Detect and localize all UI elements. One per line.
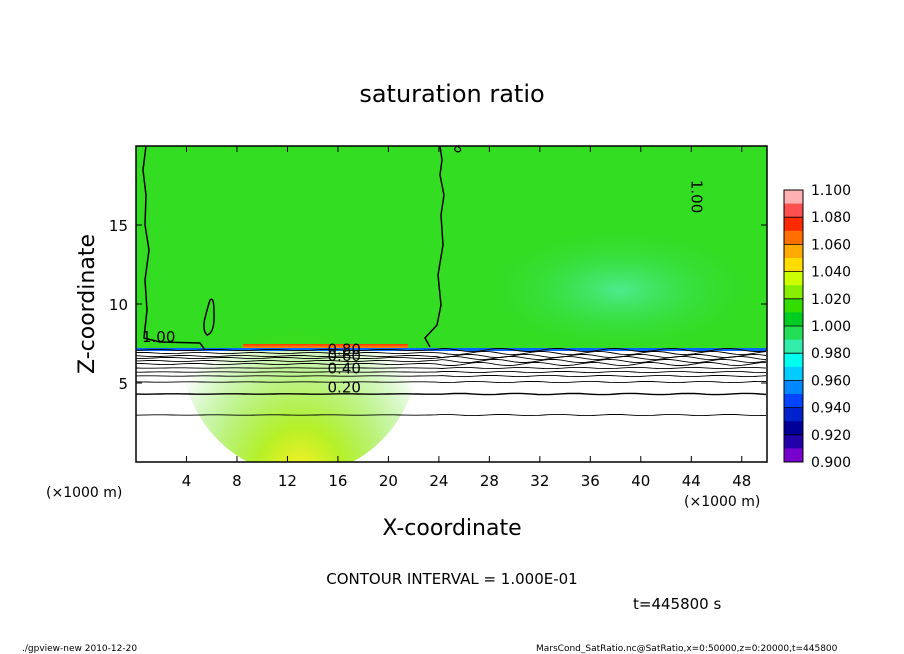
colorbar-segment xyxy=(784,285,803,300)
x-tick-label: 20 xyxy=(379,472,398,490)
contour-line xyxy=(136,380,767,384)
cyan-patch-right xyxy=(490,230,750,350)
contour-interval: CONTOUR INTERVAL = 1.000E-01 xyxy=(326,570,577,588)
colorbar-label: 1.000 xyxy=(811,319,851,335)
contour-line xyxy=(136,347,767,353)
y-tick-label: 15 xyxy=(109,217,128,235)
y-tick-label: 5 xyxy=(118,375,128,393)
contour-line xyxy=(136,370,766,374)
colorbar-segment xyxy=(784,448,803,463)
colorbar-segment xyxy=(784,230,803,245)
plot-area xyxy=(136,146,767,462)
contour-line xyxy=(136,350,767,356)
colorbar-labels: 1.100 1.080 1.060 1.040 1.020 1.000 0.980 0.960… xyxy=(784,183,851,471)
contour-lines xyxy=(136,146,767,417)
contour-line xyxy=(136,366,767,370)
x-tick-label: 48 xyxy=(732,472,751,490)
colorbar-segment xyxy=(784,217,803,232)
x-tick-label: 32 xyxy=(530,472,549,490)
x-tick-label: 28 xyxy=(480,472,499,490)
colorbar-segment xyxy=(784,339,803,354)
contour-line xyxy=(136,413,767,417)
contour-line xyxy=(136,355,767,361)
x-tick-label: 12 xyxy=(278,472,297,490)
colorbar-segment xyxy=(784,380,803,395)
colorbar-label: 0.940 xyxy=(811,401,851,417)
colorbar xyxy=(784,190,803,463)
contour-label: 1.00 xyxy=(687,180,705,213)
contour-label: 0.20 xyxy=(328,378,361,396)
colorbar-segment xyxy=(784,244,803,259)
x-axis-label: X-coordinate xyxy=(382,516,521,541)
x-tick-label: 8 xyxy=(232,472,242,490)
colorbar-segment xyxy=(784,203,803,218)
footer-right: MarsCond_SatRatio.nc@SatRatio,x=0:50000,… xyxy=(536,644,838,654)
colorbar-label: 1.040 xyxy=(811,265,851,281)
colorbar-label: 1.020 xyxy=(811,292,851,308)
footer-left: ./gpview-new 2010-12-20 xyxy=(22,644,137,654)
colorbar-segment xyxy=(784,258,803,273)
contour-label: 0.80 xyxy=(328,341,361,359)
colorbar-label: 1.100 xyxy=(811,183,851,199)
contour-label: 0.40 xyxy=(328,360,361,378)
contour-label: 0.60 xyxy=(328,347,361,365)
colorbar-segment xyxy=(784,353,803,368)
warm-glow xyxy=(180,215,420,462)
x-tick-label: 16 xyxy=(328,472,347,490)
contour-line xyxy=(136,361,767,367)
colorbar-segment xyxy=(784,434,803,449)
colorbar-label: 0.980 xyxy=(811,346,851,362)
contour-line xyxy=(136,392,767,396)
surface-red-band xyxy=(243,344,408,349)
colorbar-segment xyxy=(784,326,803,341)
x-tick-label: 44 xyxy=(682,472,701,490)
colorbar-segment xyxy=(784,298,803,313)
contour-1.00-main xyxy=(424,146,445,348)
contour-labels: 1.00 1.00 0.800.600.400.20 xyxy=(142,180,705,397)
contour-label: 1.00 xyxy=(142,328,175,346)
colorbar-segment xyxy=(784,190,803,205)
colorbar-segment xyxy=(784,312,803,327)
y-tick-label: 10 xyxy=(109,296,128,314)
colorbar-label: 0.920 xyxy=(811,428,851,444)
x-tick-label: 40 xyxy=(631,472,650,490)
contour-line xyxy=(136,358,767,364)
colorbar-segment xyxy=(784,407,803,422)
x-axis-ticks: 4 8 12 16 20 24 28 32 36 40 44 48 xyxy=(182,146,751,490)
colorbar-segment xyxy=(784,366,803,381)
time-label: t=445800 s xyxy=(633,595,721,613)
contour-line xyxy=(136,374,767,378)
colorbar-segment xyxy=(784,271,803,286)
colorbar-label: 1.060 xyxy=(811,237,851,253)
y-axis-ticks: 5 10 15 xyxy=(109,217,767,393)
colorbar-label: 0.960 xyxy=(811,373,851,389)
colorbar-segment xyxy=(784,394,803,409)
x-unit-left: (×1000 m) xyxy=(46,485,122,501)
y-axis-label: Z-coordinate xyxy=(75,234,100,374)
x-tick-label: 24 xyxy=(429,472,448,490)
colorbar-segment xyxy=(784,421,803,436)
colorbar-label: 1.080 xyxy=(811,210,851,226)
x-tick-label: 4 xyxy=(182,472,192,490)
contour-1.00-left xyxy=(142,146,206,351)
contour-small-top xyxy=(454,146,462,153)
x-unit-right: (×1000 m) xyxy=(684,494,760,510)
contour-1.00-island xyxy=(203,298,215,336)
chart-title: saturation ratio xyxy=(359,80,544,108)
colorbar-label: 0.900 xyxy=(811,455,851,471)
x-tick-label: 36 xyxy=(581,472,600,490)
